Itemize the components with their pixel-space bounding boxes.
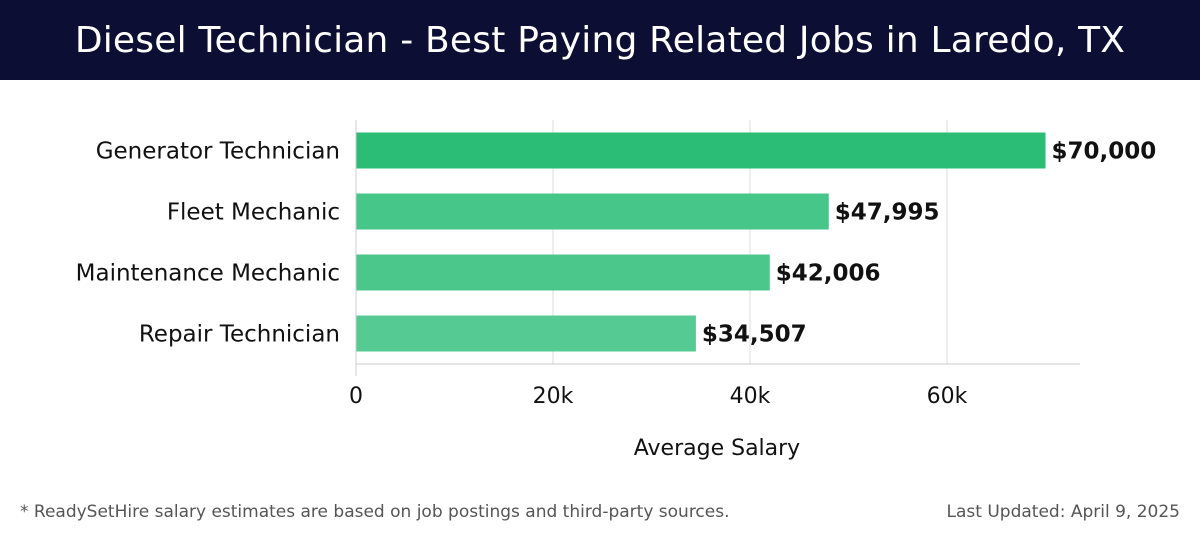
bar-chart: 0 20k 40k 60k Generator Technician $70,000 Fle… bbox=[76, 120, 1157, 461]
x-tick-label: 20k bbox=[533, 384, 574, 409]
value-label: $47,995 bbox=[835, 200, 940, 226]
category-label: Generator Technician bbox=[96, 139, 340, 165]
value-label: $34,507 bbox=[702, 322, 807, 348]
bar bbox=[356, 193, 829, 230]
x-tick-label: 60k bbox=[927, 384, 968, 409]
last-updated: Last Updated: April 9, 2025 bbox=[946, 502, 1180, 522]
bar-layer bbox=[356, 132, 1046, 352]
category-label: Fleet Mechanic bbox=[167, 200, 340, 226]
value-label: $42,006 bbox=[776, 261, 881, 287]
page-title: Diesel Technician - Best Paying Related … bbox=[74, 19, 1126, 61]
category-label: Repair Technician bbox=[139, 322, 340, 348]
axis-layer: 0 20k 40k 60k Generator Technician $70,000 Fle… bbox=[76, 120, 1157, 409]
category-label: Maintenance Mechanic bbox=[76, 261, 340, 287]
footnote: * ReadySetHire salary estimates are base… bbox=[20, 502, 730, 522]
x-tick-label: 0 bbox=[349, 384, 363, 409]
bar bbox=[356, 132, 1046, 169]
bar bbox=[356, 315, 696, 352]
title-bar: Diesel Technician - Best Paying Related … bbox=[0, 0, 1200, 80]
x-tick-label: 40k bbox=[730, 384, 771, 409]
x-axis-title: Average Salary bbox=[634, 436, 800, 461]
value-label: $70,000 bbox=[1052, 139, 1157, 165]
bar bbox=[356, 254, 770, 291]
